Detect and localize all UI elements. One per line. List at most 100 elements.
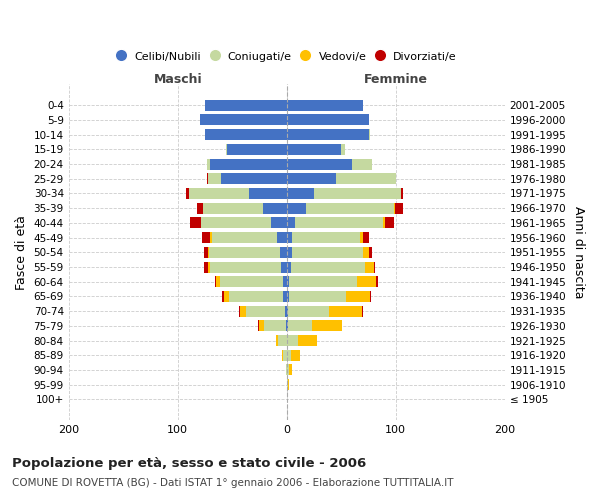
Bar: [287, 114, 368, 126]
Bar: [287, 129, 368, 140]
Bar: [287, 364, 289, 376]
Y-axis label: Fasce di età: Fasce di età: [15, 215, 28, 290]
Bar: [329, 306, 362, 316]
Bar: [307, 202, 394, 213]
Bar: [211, 158, 287, 170]
Bar: [370, 291, 371, 302]
Bar: [216, 276, 220, 287]
Bar: [276, 335, 278, 346]
Bar: [226, 144, 227, 155]
Bar: [264, 320, 286, 332]
Bar: [287, 335, 298, 346]
Bar: [312, 320, 343, 332]
Bar: [287, 188, 314, 199]
Bar: [368, 247, 372, 258]
Bar: [204, 262, 208, 272]
Bar: [248, 188, 287, 199]
Bar: [207, 174, 208, 184]
Bar: [385, 218, 394, 228]
Bar: [374, 262, 375, 272]
Bar: [365, 262, 374, 272]
Bar: [278, 335, 287, 346]
Bar: [283, 291, 287, 302]
Bar: [289, 364, 292, 376]
Bar: [376, 276, 379, 287]
Text: Maschi: Maschi: [154, 73, 202, 86]
Bar: [227, 144, 287, 155]
Bar: [287, 202, 307, 213]
Bar: [207, 158, 211, 170]
Bar: [287, 320, 288, 332]
Bar: [187, 188, 188, 199]
Bar: [283, 350, 287, 361]
Bar: [205, 129, 287, 140]
Bar: [281, 262, 287, 272]
Bar: [360, 232, 363, 243]
Bar: [395, 202, 403, 213]
Bar: [289, 276, 356, 287]
Y-axis label: Anni di nascita: Anni di nascita: [572, 206, 585, 298]
Bar: [247, 306, 284, 316]
Text: Femmine: Femmine: [364, 73, 428, 86]
Bar: [362, 306, 363, 316]
Bar: [220, 276, 283, 287]
Bar: [292, 247, 363, 258]
Bar: [287, 218, 295, 228]
Bar: [188, 188, 248, 199]
Bar: [401, 188, 403, 199]
Bar: [288, 379, 289, 390]
Legend: Celibi/Nubili, Coniugati/e, Vedovi/e, Divorziati/e: Celibi/Nubili, Coniugati/e, Vedovi/e, Di…: [112, 46, 461, 66]
Text: Popolazione per età, sesso e stato civile - 2006: Popolazione per età, sesso e stato civil…: [12, 458, 366, 470]
Bar: [383, 218, 385, 228]
Bar: [352, 158, 372, 170]
Bar: [204, 247, 208, 258]
Bar: [239, 306, 240, 316]
Bar: [287, 379, 288, 390]
Bar: [356, 276, 376, 287]
Bar: [298, 335, 317, 346]
Bar: [346, 291, 370, 302]
Bar: [259, 320, 264, 332]
Bar: [287, 306, 288, 316]
Bar: [286, 320, 287, 332]
Bar: [208, 262, 211, 272]
Bar: [280, 247, 287, 258]
Bar: [205, 100, 287, 111]
Bar: [295, 218, 383, 228]
Bar: [212, 232, 277, 243]
Bar: [283, 276, 287, 287]
Bar: [287, 144, 341, 155]
Bar: [215, 276, 216, 287]
Bar: [208, 174, 221, 184]
Bar: [368, 129, 370, 140]
Bar: [271, 218, 287, 228]
Bar: [287, 291, 289, 302]
Bar: [263, 202, 287, 213]
Bar: [284, 306, 287, 316]
Bar: [211, 232, 212, 243]
Bar: [240, 306, 247, 316]
Bar: [287, 174, 336, 184]
Bar: [292, 232, 360, 243]
Bar: [200, 114, 287, 126]
Bar: [288, 320, 312, 332]
Bar: [363, 247, 368, 258]
Bar: [224, 291, 229, 302]
Bar: [287, 276, 289, 287]
Bar: [287, 247, 292, 258]
Bar: [200, 218, 271, 228]
Bar: [287, 262, 291, 272]
Bar: [287, 158, 352, 170]
Bar: [211, 262, 281, 272]
Text: COMUNE DI ROVETTA (BG) - Dati ISTAT 1° gennaio 2006 - Elaborazione TUTTITALIA.IT: COMUNE DI ROVETTA (BG) - Dati ISTAT 1° g…: [12, 478, 454, 488]
Bar: [363, 232, 368, 243]
Bar: [197, 202, 203, 213]
Bar: [223, 291, 224, 302]
Bar: [190, 218, 200, 228]
Bar: [287, 350, 291, 361]
Bar: [277, 232, 287, 243]
Bar: [202, 232, 211, 243]
Bar: [287, 100, 363, 111]
Bar: [289, 291, 346, 302]
Bar: [229, 291, 283, 302]
